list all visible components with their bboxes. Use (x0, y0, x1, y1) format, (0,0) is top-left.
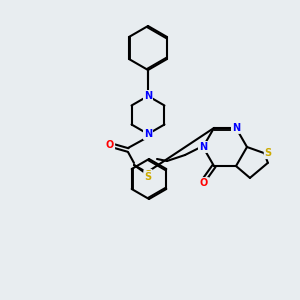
Text: N: N (144, 91, 152, 101)
Text: N: N (144, 129, 152, 139)
Text: O: O (106, 140, 114, 150)
Text: S: S (144, 170, 152, 180)
Text: N: N (232, 123, 240, 133)
Text: S: S (265, 148, 272, 158)
Text: S: S (144, 172, 152, 182)
Text: N: N (199, 142, 207, 152)
Text: O: O (200, 178, 208, 188)
